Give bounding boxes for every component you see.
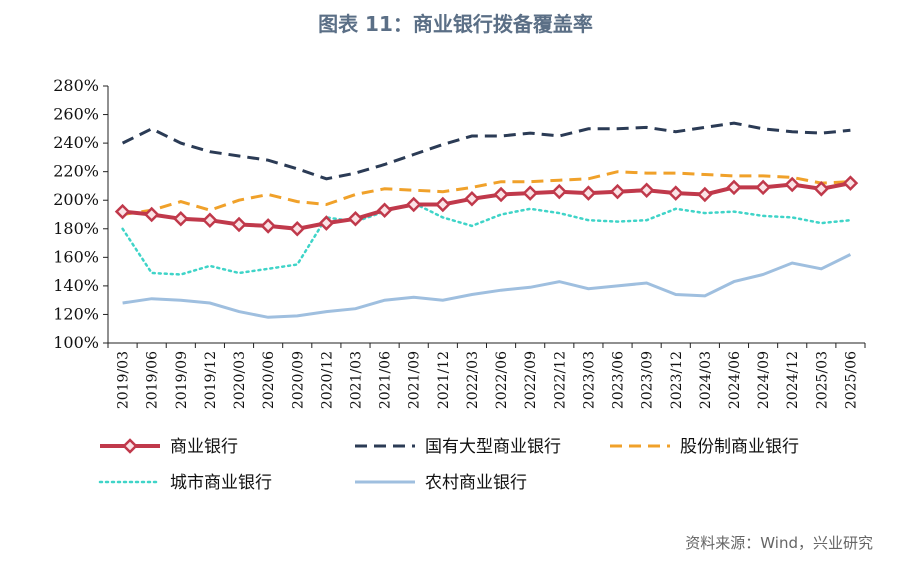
data-point-marker <box>813 181 830 197</box>
data-point-marker <box>784 176 800 193</box>
chart-title: 图表 11：商业银行拨备覆盖率 <box>318 12 593 36</box>
y-tick-label: 220% <box>53 162 99 181</box>
y-tick-label: 160% <box>53 247 99 266</box>
axes: 100% 120% 140% 160% 180% 200% 220% 240% 260% 280%… <box>53 76 866 409</box>
x-tick-label: 2022/03 <box>465 351 481 409</box>
data-point-marker <box>347 211 364 227</box>
data-point-marker <box>551 183 568 200</box>
data-point-marker <box>493 186 509 203</box>
data-point-marker <box>143 206 160 223</box>
x-tick-label: 2020/06 <box>261 351 277 409</box>
x-tick-label: 2023/06 <box>611 351 627 409</box>
legend-label-2: 股份制商业银行 <box>680 437 799 457</box>
data-point-marker <box>173 211 189 227</box>
y-tick-label: 180% <box>53 219 99 238</box>
x-tick-label: 2023/12 <box>669 351 685 409</box>
data-point-marker <box>726 179 742 196</box>
data-point-marker <box>667 185 684 201</box>
data-point-marker <box>260 218 276 234</box>
x-tick-label: 2022/12 <box>552 351 568 409</box>
data-point-marker <box>405 196 422 213</box>
y-tick-label: 120% <box>53 304 99 323</box>
legend-label-1: 国有大型商业银行 <box>425 437 561 457</box>
x-tick-label: 2024/09 <box>756 351 772 409</box>
data-point-marker <box>231 216 247 233</box>
x-tick-label: 2021/12 <box>436 351 452 409</box>
x-tick-label: 2020/12 <box>319 351 335 409</box>
data-point-marker <box>435 196 451 213</box>
legend-label-3: 城市商业银行 <box>170 473 272 493</box>
x-tick-label: 2023/03 <box>581 351 597 409</box>
data-point-marker <box>289 221 306 237</box>
data-point-marker <box>114 203 131 220</box>
data-point-marker <box>842 175 859 191</box>
x-tick-label: 2025/06 <box>843 351 859 409</box>
x-tick-label: 2024/06 <box>727 351 743 409</box>
legend-label-0: 商业银行 <box>170 437 238 457</box>
data-point-marker <box>522 185 538 201</box>
y-tick-label: 240% <box>53 133 99 152</box>
legend-marker <box>122 438 138 454</box>
x-tick-label: 2019/03 <box>116 351 132 409</box>
legend-label-4: 农村商业银行 <box>425 473 527 493</box>
data-point-marker <box>580 185 597 201</box>
x-tick-label: 2024/03 <box>698 351 714 409</box>
data-point-marker <box>697 186 713 203</box>
y-tick-label: 260% <box>53 105 99 124</box>
series-line-3 <box>121 201 852 276</box>
data-point-marker <box>376 202 393 218</box>
data-point-marker <box>755 179 771 196</box>
y-tick-label: 280% <box>53 76 99 95</box>
series-lines <box>114 121 859 319</box>
x-tick-label: 2019/06 <box>145 351 161 409</box>
x-tick-label: 2023/09 <box>640 351 656 409</box>
x-tick-label: 2021/06 <box>378 351 394 409</box>
data-point-marker <box>609 183 626 200</box>
series-line-1 <box>121 121 851 181</box>
x-tick-label: 2021/09 <box>407 351 423 409</box>
y-tick-label: 200% <box>53 190 99 209</box>
x-tick-label: 2020/03 <box>232 351 248 409</box>
series-line-0 <box>122 181 851 231</box>
x-tick-label: 2021/03 <box>348 351 364 409</box>
y-tick-label: 100% <box>53 333 99 352</box>
y-tick-label: 140% <box>53 276 99 295</box>
data-point-marker <box>202 212 218 228</box>
x-tick-label: 2022/06 <box>494 351 510 409</box>
x-tick-label: 2025/03 <box>814 351 830 409</box>
x-tick-label: 2020/09 <box>290 351 306 409</box>
series-line-4 <box>122 253 852 319</box>
series-line-2 <box>122 170 851 216</box>
x-tick-label: 2024/12 <box>785 351 801 409</box>
data-point-marker <box>464 191 480 207</box>
x-tick-label: 2019/09 <box>174 351 190 409</box>
data-point-marker <box>638 182 655 198</box>
source-note: 资料来源：Wind，兴业研究 <box>685 534 873 552</box>
x-tick-label: 2022/09 <box>523 351 539 409</box>
x-tick-label: 2019/12 <box>203 351 219 409</box>
data-point-marker <box>318 215 335 231</box>
